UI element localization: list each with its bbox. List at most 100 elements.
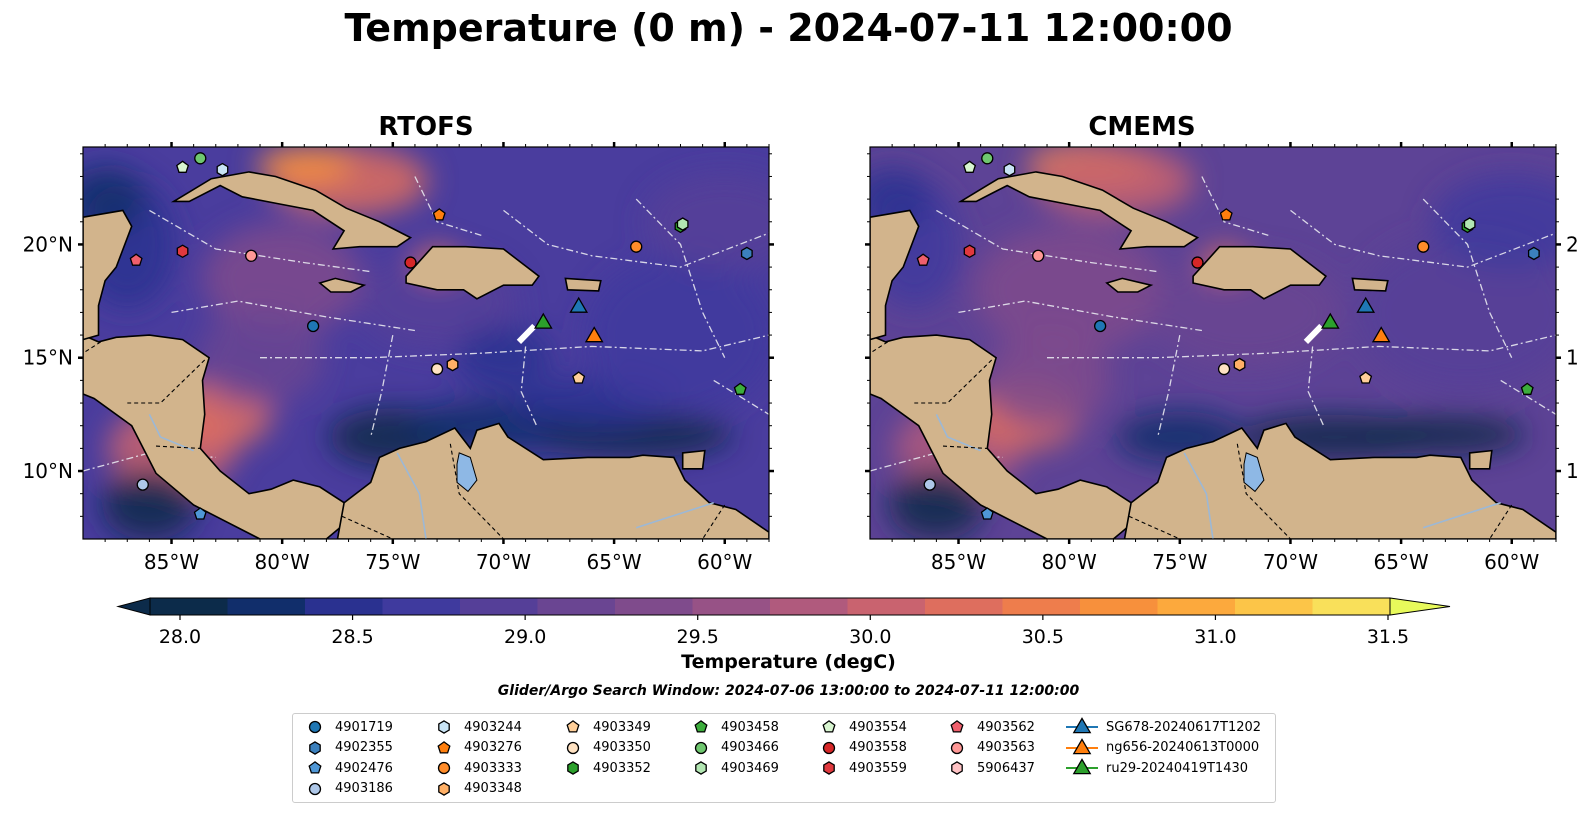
colorbar-segment bbox=[847, 598, 926, 615]
legend-entry-4903352: 4903352 bbox=[561, 758, 651, 778]
lon-tick-label: 85°W bbox=[931, 550, 986, 574]
legend-entry-4902476: 4902476 bbox=[303, 758, 393, 778]
pentagon-marker-icon bbox=[950, 720, 964, 733]
legend-label: 4902476 bbox=[335, 760, 393, 776]
legend-entry-4903348: 4903348 bbox=[432, 779, 522, 799]
circle-marker-icon bbox=[437, 761, 451, 775]
argo-float-marker-4903276 bbox=[1219, 208, 1233, 221]
legend-label: 4903469 bbox=[721, 760, 779, 776]
legend-entry-ru29-20240419T1430: ru29-20240419T1430 bbox=[1066, 758, 1248, 778]
legend-entry-4903466: 4903466 bbox=[689, 738, 779, 758]
argo-float-marker-4903559 bbox=[176, 244, 189, 259]
legend-label: SG678-20240617T1202 bbox=[1106, 719, 1262, 735]
legend-entry-4902355: 4902355 bbox=[303, 738, 393, 758]
glider-marker-SG678-20240617T1202 bbox=[569, 296, 589, 313]
land-mass bbox=[318, 277, 367, 293]
triangle-marker-icon bbox=[1066, 737, 1098, 754]
land-mass bbox=[336, 422, 769, 539]
lat-tick-label: 10°N bbox=[1566, 459, 1577, 483]
colorbar-tick-label: 30.5 bbox=[1022, 626, 1064, 648]
argo-float-marker-4903349 bbox=[572, 371, 586, 384]
colorbar-segment bbox=[1080, 598, 1158, 615]
land-mass bbox=[870, 334, 1139, 539]
glider-marker-SG678-20240617T1202 bbox=[1356, 296, 1376, 313]
land-mass bbox=[83, 334, 352, 539]
argo-float-marker-4903458 bbox=[733, 382, 747, 395]
lat-tick-label: 15°N bbox=[23, 346, 73, 370]
land-mass bbox=[1123, 422, 1556, 539]
legend-label: 4903558 bbox=[849, 740, 907, 755]
map-panel-rtofs: 85°W 80°W 75°W 70°W 65°W 60°W 20°N 15°N 10°N bbox=[23, 142, 774, 574]
legend-marker bbox=[823, 761, 835, 775]
argo-float-marker-4903350 bbox=[1217, 362, 1231, 376]
colorbar-segment bbox=[925, 598, 1003, 615]
colorbar-segment bbox=[692, 598, 771, 615]
legend-entry-SG678-20240617T1202: SG678-20240617T1202 bbox=[1066, 717, 1261, 737]
land-mass bbox=[1105, 277, 1154, 293]
lat-tick-label: 20°N bbox=[23, 232, 73, 256]
pentagon-marker-icon bbox=[308, 761, 322, 774]
legend-marker bbox=[694, 741, 708, 754]
legend-entry-ng656-20240613T0000: ng656-20240613T0000 bbox=[1066, 737, 1260, 758]
colorbar-segment bbox=[305, 598, 383, 615]
colorbar-segment bbox=[150, 598, 228, 615]
argo-float-marker-4903554 bbox=[963, 160, 977, 173]
land-mass bbox=[83, 209, 133, 341]
legend-entry-4903554: 4903554 bbox=[817, 717, 907, 737]
hexagon-marker-icon bbox=[695, 761, 707, 775]
legend-marker bbox=[1072, 758, 1092, 775]
argo-float-marker-4903458 bbox=[1520, 382, 1534, 395]
legend-label: 4903186 bbox=[335, 781, 393, 796]
land-mass bbox=[681, 449, 706, 470]
argo-float-marker-4902476 bbox=[193, 507, 207, 520]
hexagon-marker-icon bbox=[438, 720, 450, 734]
legend-entry-4903186: 4903186 bbox=[303, 779, 393, 799]
lon-tick-label: 70°W bbox=[476, 550, 531, 574]
lon-tick-label: 75°W bbox=[365, 550, 420, 574]
argo-float-marker-4903558 bbox=[1191, 256, 1204, 269]
colorbar-segment bbox=[615, 598, 693, 615]
circle-marker-icon bbox=[308, 782, 322, 795]
legend-entry-4901719: 4901719 bbox=[303, 717, 393, 737]
land-mass bbox=[1351, 277, 1389, 292]
argo-float-marker-4901719 bbox=[1093, 319, 1107, 333]
colorbar-segment bbox=[460, 598, 538, 615]
circle-marker-icon bbox=[308, 720, 322, 734]
legend-entry-4903562: 4903562 bbox=[945, 717, 1035, 737]
map-frame bbox=[82, 146, 770, 540]
colorbar-tick-label: 29.5 bbox=[677, 626, 719, 648]
argo-float-marker-4903562 bbox=[129, 253, 143, 266]
argo-float-marker-4903466 bbox=[981, 152, 994, 165]
panel-title-cmems: CMEMS bbox=[1088, 112, 1196, 142]
legend-marker bbox=[822, 720, 836, 733]
argo-float-marker-4903348 bbox=[446, 357, 459, 372]
legend-marker bbox=[950, 741, 964, 754]
legend-marker bbox=[566, 741, 580, 754]
colorbar-segment bbox=[537, 598, 616, 615]
legend-entry-4903458: 4903458 bbox=[689, 717, 779, 737]
legend-marker bbox=[438, 720, 450, 734]
hexagon-marker-icon bbox=[823, 761, 835, 775]
colorbar-tick-label: 31.5 bbox=[1367, 626, 1409, 648]
colorbar: 28.0 28.5 29.0 29.5 30.0 30.5 31.0 31.5 bbox=[116, 597, 1451, 648]
lon-tick-label: 80°W bbox=[255, 550, 310, 574]
colorbar-segment bbox=[1157, 598, 1236, 615]
argo-float-marker-4903563 bbox=[1032, 249, 1045, 262]
legend-label: ng656-20240613T0000 bbox=[1106, 740, 1260, 755]
colorbar-segment bbox=[227, 598, 306, 615]
legend-label: 4903458 bbox=[721, 719, 779, 735]
legend-label: 4902355 bbox=[335, 740, 393, 755]
argo-float-marker-4901719 bbox=[306, 319, 320, 333]
argo-float-marker-4903349 bbox=[1359, 371, 1373, 384]
argo-float-marker-4903333 bbox=[1417, 240, 1430, 253]
argo-float-marker-4903333 bbox=[630, 240, 643, 253]
legend-entry-4903244: 4903244 bbox=[432, 717, 522, 737]
argo-float-marker-4903559 bbox=[963, 244, 976, 259]
argo-float-marker-4903466 bbox=[194, 152, 207, 165]
argo-float-marker-4903348 bbox=[1233, 357, 1246, 372]
glider-marker-ru29-20240419T1430 bbox=[533, 312, 553, 329]
colorbar-segment bbox=[382, 598, 461, 615]
pentagon-marker-icon bbox=[566, 720, 580, 733]
glider-marker-ng656-20240613T0000 bbox=[1371, 326, 1391, 343]
argo-float-marker-4903186 bbox=[136, 478, 149, 491]
